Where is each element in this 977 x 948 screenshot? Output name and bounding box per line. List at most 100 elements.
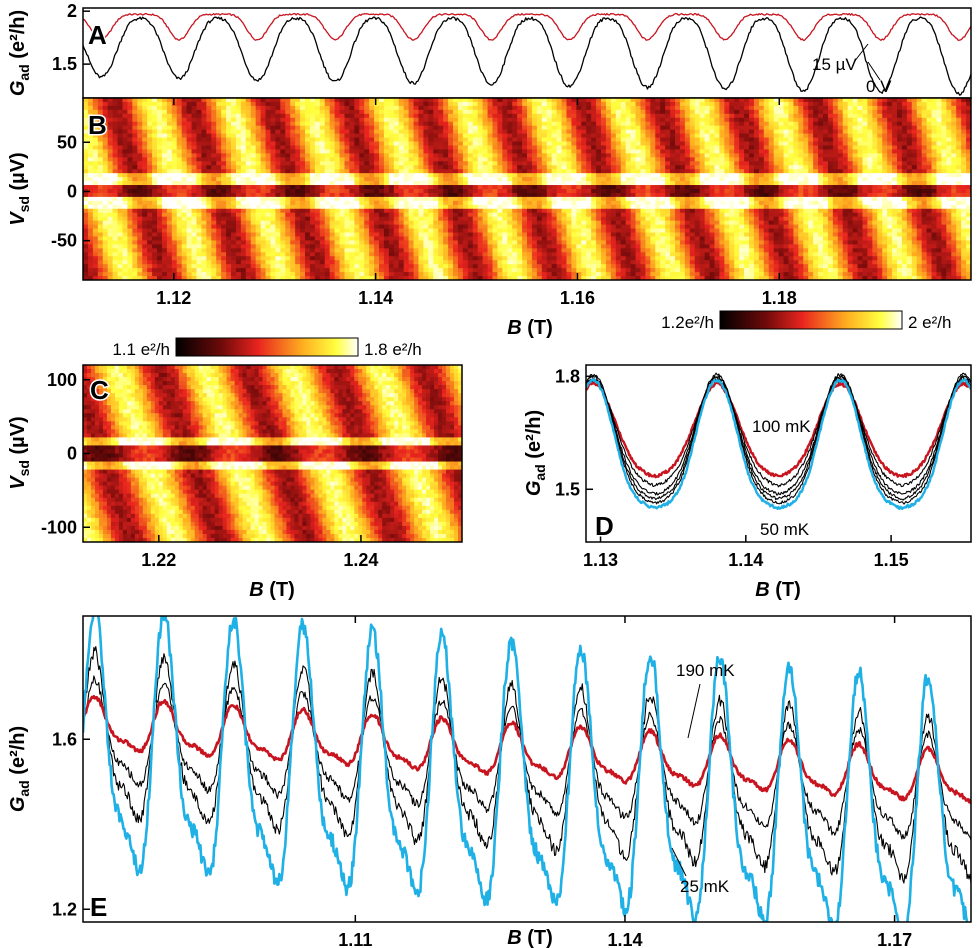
heatmap-cell — [911, 149, 918, 154]
heatmap-cell — [97, 101, 104, 107]
heatmap-cell — [837, 196, 844, 202]
heatmap-cell — [586, 181, 592, 186]
heatmap-cell — [541, 149, 548, 154]
heatmap-cell — [951, 196, 957, 202]
heatmap-cell — [181, 105, 188, 111]
heatmap-cell — [571, 98, 577, 103]
heatmap-cell — [393, 125, 400, 131]
heatmap-cell — [497, 113, 503, 119]
heatmap-cell — [393, 204, 400, 210]
heatmap-cell — [739, 165, 745, 170]
heatmap-cell — [758, 129, 765, 135]
heatmap-cell — [147, 177, 153, 182]
heatmap-cell — [615, 137, 622, 143]
heatmap-cell — [892, 121, 898, 127]
heatmap-cell — [536, 113, 543, 119]
heatmap-cell — [847, 133, 854, 139]
heatmap-cell — [206, 137, 212, 143]
heatmap-cell — [724, 117, 730, 123]
heatmap-cell — [813, 192, 819, 198]
heatmap-cell — [956, 113, 962, 119]
heatmap-cell — [142, 121, 148, 127]
heatmap-cell — [823, 137, 829, 143]
heatmap-cell — [640, 204, 646, 210]
panel-a-ytick-label: 1.5 — [52, 54, 77, 74]
heatmap-cell — [324, 204, 331, 210]
heatmap-cell — [157, 141, 163, 147]
heatmap-cell — [931, 161, 938, 166]
heatmap-cell — [418, 133, 424, 139]
heatmap-cell — [655, 204, 661, 210]
heatmap-cell — [531, 125, 538, 131]
heatmap-cell — [793, 129, 799, 135]
heatmap-cell — [87, 153, 94, 158]
heatmap-cell — [803, 129, 809, 135]
heatmap-cell — [285, 153, 291, 158]
heatmap-cell — [482, 145, 489, 151]
heatmap-cell — [339, 133, 346, 139]
heatmap-cell — [448, 173, 454, 178]
heatmap-cell — [615, 189, 622, 194]
heatmap-cell — [793, 169, 799, 174]
heatmap-cell — [517, 125, 523, 131]
heatmap-cell — [305, 145, 311, 151]
heatmap-cell — [176, 161, 183, 166]
heatmap-cell — [961, 133, 967, 139]
heatmap-cell — [887, 149, 893, 154]
heatmap-cell — [285, 161, 291, 166]
heatmap-cell — [753, 173, 760, 178]
heatmap-cell — [882, 129, 888, 135]
heatmap-cell — [152, 204, 158, 210]
heatmap-cell — [161, 149, 168, 154]
heatmap-cell — [305, 113, 311, 119]
heatmap-cell — [127, 189, 133, 194]
heatmap-cell — [966, 133, 971, 139]
heatmap-cell — [610, 181, 617, 186]
heatmap-cell — [566, 204, 572, 210]
heatmap-cell — [679, 137, 686, 143]
heatmap-cell — [423, 101, 429, 107]
heatmap-cell — [87, 177, 94, 182]
heatmap-cell — [152, 125, 158, 131]
heatmap-cell — [324, 129, 331, 135]
heatmap-cell — [349, 153, 355, 158]
heatmap-cell — [837, 113, 844, 119]
heatmap-cell — [911, 185, 918, 190]
heatmap-cell — [334, 101, 341, 107]
heatmap-cell — [675, 129, 681, 135]
heatmap-cell — [872, 149, 878, 154]
heatmap-cell — [137, 117, 143, 123]
heatmap-cell — [418, 145, 424, 151]
heatmap-cell — [813, 137, 819, 143]
heatmap-cell — [872, 105, 878, 111]
heatmap-cell — [428, 117, 434, 123]
heatmap-cell — [566, 157, 572, 162]
heatmap-cell — [739, 157, 745, 162]
heatmap-cell — [620, 181, 627, 186]
heatmap-cell — [448, 177, 454, 182]
heatmap-cell — [872, 133, 878, 139]
heatmap-cell — [961, 141, 967, 147]
heatmap-cell — [660, 125, 666, 131]
heatmap-cell — [788, 192, 794, 198]
heatmap-cell — [408, 101, 415, 107]
heatmap-cell — [334, 117, 341, 123]
heatmap-cell — [403, 125, 410, 131]
heatmap-cell — [961, 181, 967, 186]
heatmap-cell — [107, 129, 114, 135]
heatmap-cell — [921, 185, 928, 190]
heatmap-cell — [556, 177, 563, 182]
heatmap-cell — [729, 189, 735, 194]
heatmap-cell — [166, 177, 173, 182]
heatmap-cell — [778, 137, 785, 143]
heatmap-cell — [734, 157, 740, 162]
heatmap-cell — [482, 105, 489, 111]
heatmap-cell — [206, 157, 212, 162]
heatmap-cell — [83, 165, 89, 170]
heatmap-cell — [610, 117, 617, 123]
heatmap-cell — [438, 117, 444, 123]
heatmap-cell — [467, 121, 474, 127]
heatmap-cell — [566, 125, 572, 131]
heatmap-cell — [635, 192, 642, 198]
heatmap-cell — [581, 185, 587, 190]
